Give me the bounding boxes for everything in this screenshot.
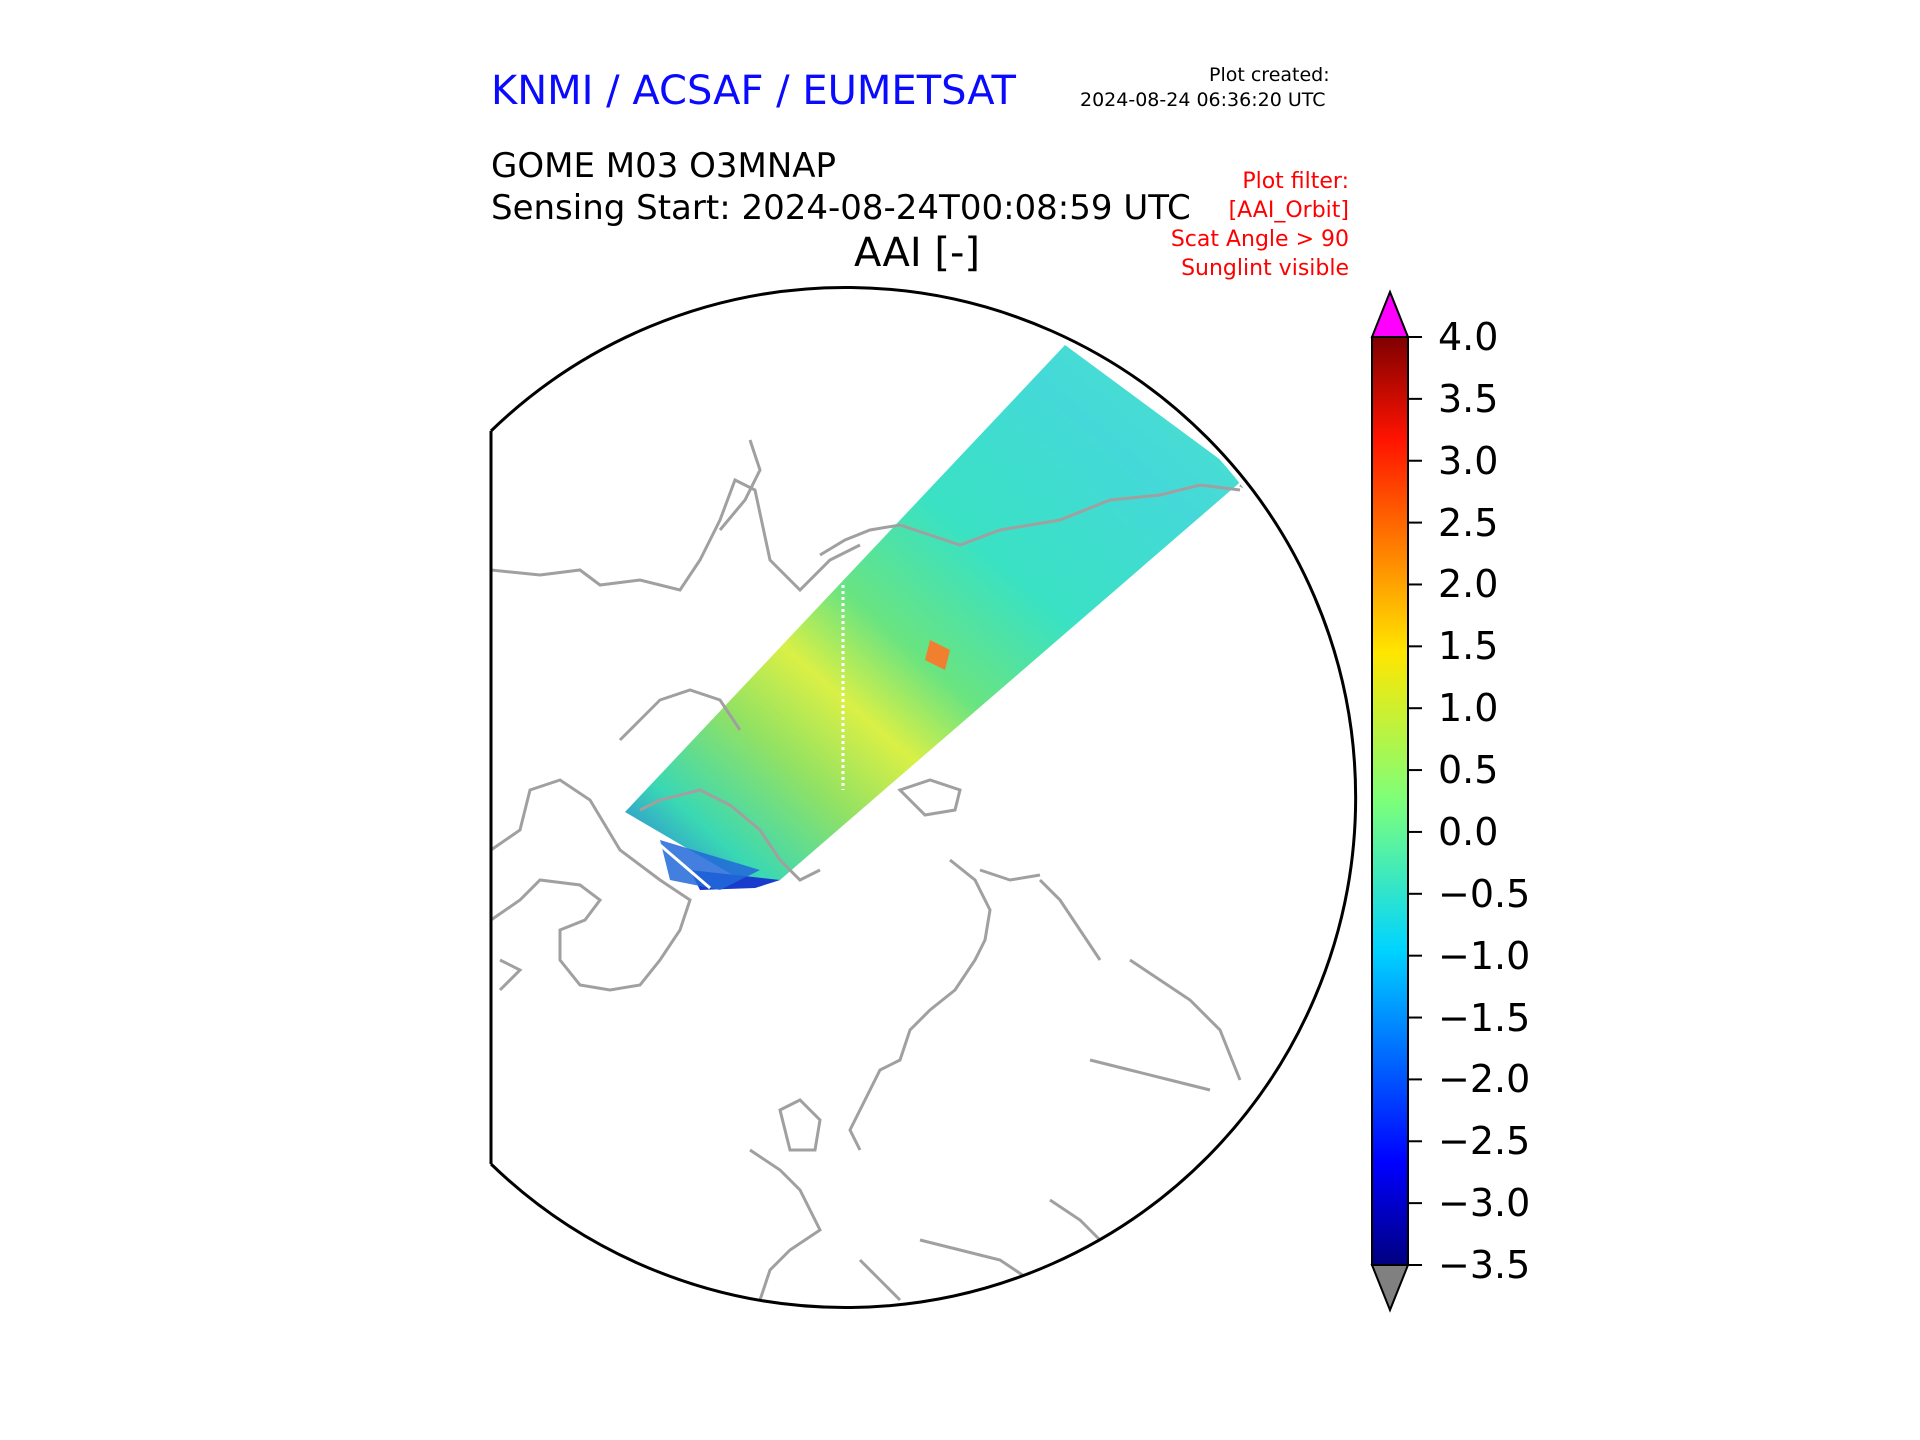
colorbar-tick-label: 1.0: [1438, 686, 1499, 731]
colorbar-tick-label: −2.0: [1438, 1057, 1531, 1102]
colorbar-tick-label: 3.0: [1438, 438, 1499, 483]
map-boundary: [489, 286, 1358, 1309]
colorbar-gradient: [1371, 336, 1409, 1266]
plot-filter-line: Sunglint visible: [1181, 256, 1349, 281]
colorbar-tick-label: 2.0: [1438, 562, 1499, 607]
coastlines: [490, 439, 1302, 1302]
colorbar-tick-label: −1.5: [1438, 995, 1531, 1040]
colorbar-over-extension: [1370, 289, 1410, 338]
colorbar-tick-label: −1.0: [1438, 933, 1531, 978]
colorbar: [1370, 289, 1422, 1313]
colorbar-tick-label: 0.0: [1438, 809, 1499, 854]
colorbar-tick-label: −2.5: [1438, 1119, 1531, 1164]
colorbar-under-extension: [1370, 1264, 1410, 1313]
colorbar-tick-label: −3.5: [1438, 1243, 1531, 1287]
satellite-swath: [625, 345, 1245, 890]
credit-title: KNMI / ACSAF / EUMETSAT: [491, 68, 1016, 114]
colorbar-tick-label: 4.0: [1438, 315, 1499, 359]
colorbar-tick-label: 2.5: [1438, 500, 1499, 545]
plot-filter-line: [AAI_Orbit]: [1228, 198, 1349, 223]
colorbar-tick-label: −0.5: [1438, 871, 1531, 916]
plot-filter-line: Plot filter:: [1242, 169, 1349, 194]
plot-filter-line: Scat Angle > 90: [1170, 227, 1349, 252]
colorbar-tick-label: 1.5: [1438, 624, 1499, 669]
colorbar-tick-label: −3.0: [1438, 1181, 1531, 1226]
plot-created-label: Plot created:: [1209, 64, 1330, 86]
product-title: GOME M03 O3MNAP: [491, 146, 837, 186]
sensing-start: Sensing Start: 2024-08-24T00:08:59 UTC: [491, 188, 1191, 228]
colorbar-tick-label: 0.5: [1438, 748, 1499, 793]
colorbar-tick-label: 3.5: [1438, 376, 1499, 421]
plot-created-timestamp: 2024-08-24 06:36:20 UTC: [1080, 89, 1326, 111]
parameter-title: AAI [-]: [854, 230, 980, 276]
